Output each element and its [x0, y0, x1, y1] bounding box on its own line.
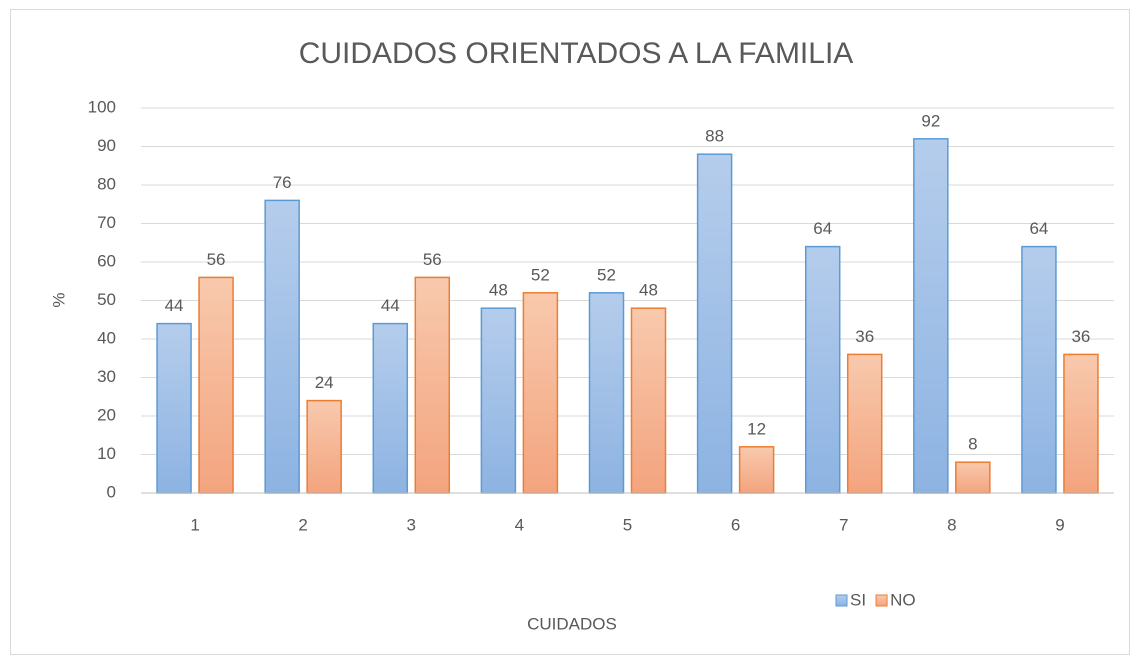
bar — [156, 322, 192, 494]
y-tick-label: 100 — [88, 97, 116, 116]
x-tick-label: 7 — [839, 515, 848, 534]
legend-label: NO — [890, 590, 916, 609]
data-label: 36 — [1071, 327, 1090, 346]
x-tick-label: 3 — [407, 515, 416, 534]
bar — [414, 276, 451, 494]
bar — [480, 307, 517, 494]
x-tick-label: 6 — [731, 515, 740, 534]
data-label: 12 — [747, 419, 766, 438]
y-axis-title: % — [49, 292, 68, 307]
x-tick-label: 1 — [190, 515, 199, 534]
data-label: 36 — [855, 327, 874, 346]
data-label: 56 — [207, 250, 226, 269]
bar — [696, 153, 733, 494]
y-tick-label: 70 — [97, 213, 116, 232]
bar — [264, 199, 300, 494]
legend-swatch — [875, 594, 888, 607]
y-tick-label: 20 — [97, 405, 116, 424]
bar — [955, 461, 991, 494]
data-label: 48 — [639, 281, 658, 300]
bar — [306, 399, 342, 494]
data-label: 48 — [489, 281, 508, 300]
bar — [738, 446, 775, 494]
x-tick-label: 5 — [623, 515, 632, 534]
y-tick-label: 0 — [107, 482, 116, 501]
y-tick-label: 30 — [97, 367, 116, 386]
data-label: 52 — [531, 265, 550, 284]
legend-swatch — [835, 594, 848, 607]
y-tick-label: 90 — [97, 136, 116, 155]
chart-title: CUIDADOS ORIENTADOS A LA FAMILIA — [299, 37, 854, 70]
data-label: 24 — [315, 373, 334, 392]
data-label: 8 — [968, 435, 977, 454]
bar — [913, 138, 949, 494]
bar — [1021, 245, 1057, 494]
data-label: 44 — [165, 296, 184, 315]
y-tick-label: 40 — [97, 328, 116, 347]
bar — [522, 292, 559, 494]
x-tick-label: 2 — [298, 515, 307, 534]
bar — [372, 322, 409, 494]
data-label: 64 — [813, 219, 832, 238]
x-tick-label: 8 — [947, 515, 956, 534]
legend-label: SI — [850, 590, 866, 609]
bar — [1063, 353, 1099, 494]
data-label: 44 — [381, 296, 400, 315]
bar — [846, 353, 883, 494]
y-tick-label: 60 — [97, 251, 116, 270]
data-label: 52 — [597, 265, 616, 284]
y-tick-label: 80 — [97, 174, 116, 193]
x-tick-label: 9 — [1055, 515, 1064, 534]
bar — [804, 245, 841, 494]
y-tick-label: 10 — [97, 444, 116, 463]
data-label: 56 — [423, 250, 442, 269]
bar — [588, 292, 625, 494]
bar — [198, 276, 234, 494]
data-label: 92 — [921, 111, 940, 130]
data-label: 64 — [1029, 219, 1048, 238]
data-label: 88 — [705, 127, 724, 146]
data-label: 76 — [273, 173, 292, 192]
bar — [630, 307, 667, 494]
y-tick-label: 50 — [97, 290, 116, 309]
x-axis-title: CUIDADOS — [527, 614, 617, 633]
x-tick-label: 4 — [515, 515, 524, 534]
